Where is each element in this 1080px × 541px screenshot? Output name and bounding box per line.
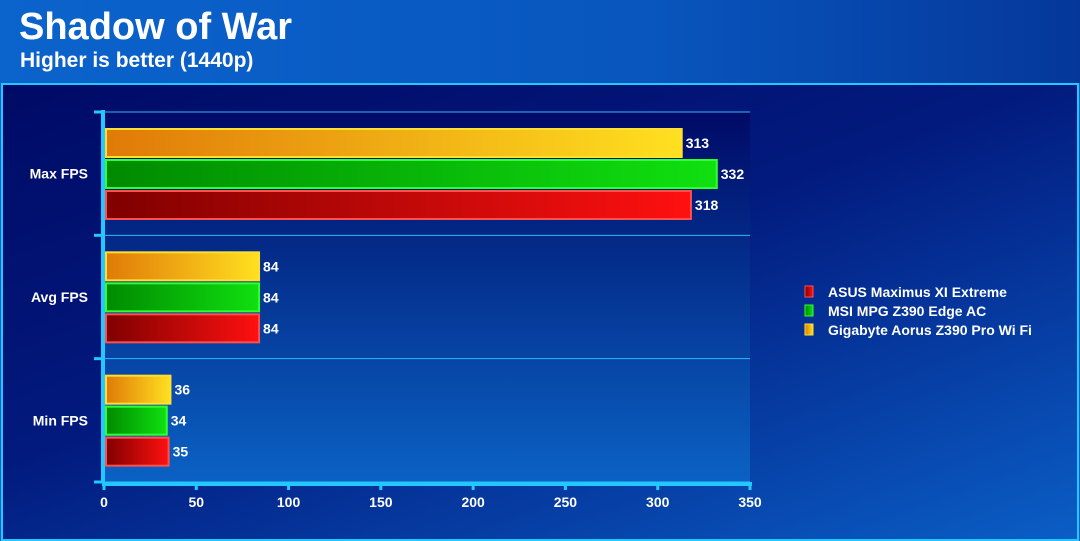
chart-header: Shadow of War Higher is better (1440p) xyxy=(0,0,1080,83)
legend-swatch xyxy=(804,304,814,317)
category-label: Max FPS xyxy=(30,166,88,182)
legend-label: ASUS Maximus XI Extreme xyxy=(828,284,1007,300)
data-label: 34 xyxy=(171,413,187,429)
x-tick-label: 300 xyxy=(646,494,670,510)
x-tick-label: 250 xyxy=(554,494,578,510)
bar xyxy=(105,405,168,436)
chart-title: Shadow of War xyxy=(19,6,293,48)
x-tick-label: 200 xyxy=(461,494,485,510)
data-label: 332 xyxy=(721,166,745,182)
legend-swatch xyxy=(804,323,814,336)
bar xyxy=(105,251,261,282)
bar xyxy=(105,313,261,344)
data-label: 318 xyxy=(695,197,719,213)
x-tick-label: 0 xyxy=(100,494,108,510)
category-label: Min FPS xyxy=(33,412,88,428)
chart-subtitle: Higher is better (1440p) xyxy=(20,49,254,72)
data-label: 36 xyxy=(174,382,190,398)
bar xyxy=(105,374,172,405)
data-label: 84 xyxy=(263,320,279,336)
legend-label: Gigabyte Aorus Z390 Pro Wi Fi xyxy=(828,322,1032,338)
data-label: 313 xyxy=(686,135,710,151)
data-label: 35 xyxy=(173,444,189,460)
x-tick-label: 350 xyxy=(738,494,762,510)
data-label: 84 xyxy=(263,258,279,274)
bar xyxy=(105,436,170,467)
legend-label: MSI MPG Z390 Edge AC xyxy=(828,303,986,319)
x-tick-label: 50 xyxy=(188,494,204,510)
bar xyxy=(105,159,718,189)
x-tick-label: 150 xyxy=(369,494,393,510)
legend-swatch xyxy=(804,285,814,298)
bar xyxy=(105,128,683,158)
category-label: Avg FPS xyxy=(31,289,88,305)
x-tick-label: 100 xyxy=(277,494,301,510)
bar xyxy=(105,190,692,220)
bar xyxy=(105,282,261,313)
data-label: 84 xyxy=(263,289,279,305)
